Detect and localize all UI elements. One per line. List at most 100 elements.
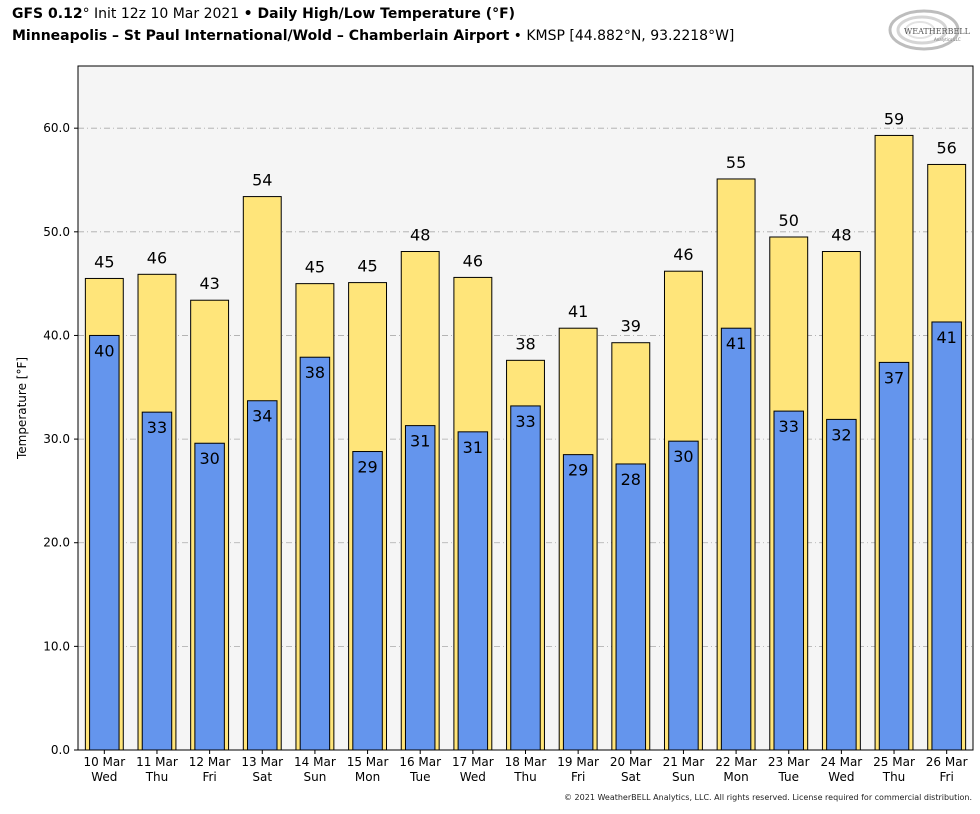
x-tick-weekday-label: Sun	[672, 770, 695, 784]
high-value-label: 41	[568, 302, 588, 321]
x-tick-weekday-label: Sat	[252, 770, 272, 784]
x-tick-weekday-label: Sat	[621, 770, 641, 784]
copyright-notice: © 2021 WeatherBELL Analytics, LLC. All r…	[564, 793, 972, 802]
high-value-label: 39	[621, 317, 641, 336]
plot-frame	[77, 65, 974, 751]
x-tick-date-label: 24 Mar	[821, 755, 863, 769]
y-tick-label: 0.0	[51, 743, 70, 757]
logo-text: WEATHERBELL	[904, 27, 971, 36]
x-tick-date-label: 25 Mar	[873, 755, 915, 769]
product-title: Daily High/Low Temperature (°F)	[252, 6, 516, 22]
low-bar	[352, 451, 383, 751]
low-value-label: 37	[884, 368, 904, 387]
x-tick-date-label: 12 Mar	[189, 755, 231, 769]
low-value-label: 41	[936, 328, 956, 347]
high-value-label: 50	[779, 211, 799, 230]
low-bar	[457, 431, 489, 751]
high-value-label: 38	[515, 334, 535, 353]
low-bar	[615, 463, 647, 751]
x-tick-date-label: 23 Mar	[768, 755, 810, 769]
low-value-label: 29	[568, 461, 588, 480]
model-name: GFS 0.12	[12, 6, 83, 22]
y-axis: 0.0 10.0 20.0 30.0 40.0 50.0 60.0	[43, 121, 78, 757]
low-bar	[826, 418, 857, 751]
high-value-label: 43	[199, 274, 219, 293]
low-value-label: 41	[726, 334, 746, 353]
low-bar	[247, 400, 278, 751]
x-tick-weekday-label: Fri	[202, 770, 216, 784]
low-bar	[89, 334, 120, 751]
x-tick-date-label: 17 Mar	[452, 755, 494, 769]
low-bar	[773, 410, 804, 751]
chart-title-line-1: GFS 0.12° Init 12z 10 Mar 2021 • Daily H…	[12, 6, 515, 22]
low-bar	[299, 356, 331, 751]
x-tick-date-label: 20 Mar	[610, 755, 652, 769]
x-tick-weekday-label: Tue	[409, 770, 431, 784]
high-value-label: 45	[357, 257, 377, 276]
high-value-label: 48	[410, 226, 430, 245]
x-tick-date-label: 18 Mar	[505, 755, 547, 769]
y-tick-label: 20.0	[43, 536, 70, 550]
low-value-label: 33	[147, 418, 167, 437]
high-value-label: 48	[831, 226, 851, 245]
low-value-label: 33	[779, 417, 799, 436]
y-tick-label: 10.0	[43, 639, 70, 653]
low-bar	[141, 411, 173, 751]
y-axis-label: Temperature [°F]	[15, 357, 29, 460]
x-tick-date-label: 13 Mar	[241, 755, 283, 769]
low-bar	[878, 361, 910, 751]
bars: 45 40 46 33 43 30 54 34 45 38 45 29 48 31 46 31 38 33 41 29…	[84, 109, 967, 751]
low-bar	[720, 327, 752, 751]
high-value-label: 45	[305, 258, 325, 277]
x-tick-weekday-label: Wed	[91, 770, 117, 784]
x-tick-weekday-label: Wed	[828, 770, 854, 784]
x-tick-date-label: 16 Mar	[399, 755, 441, 769]
chart-title-line-2: Minneapolis – St Paul International/Wold…	[12, 28, 734, 44]
low-value-label: 33	[515, 412, 535, 431]
high-value-label: 45	[94, 252, 114, 271]
y-tick-label: 30.0	[43, 432, 70, 446]
init-time: Init 12z 10 Mar 2021	[89, 6, 244, 22]
low-bar	[931, 321, 962, 751]
low-bar	[194, 442, 225, 751]
x-tick-weekday-label: Mon	[723, 770, 748, 784]
low-bar	[510, 405, 541, 751]
y-tick-label: 40.0	[43, 328, 70, 342]
x-tick-date-label: 10 Mar	[83, 755, 125, 769]
high-value-label: 59	[884, 109, 904, 128]
x-tick-weekday-label: Mon	[355, 770, 380, 784]
swirl-logo-icon	[888, 9, 960, 51]
x-tick-weekday-label: Sun	[303, 770, 326, 784]
high-value-label: 56	[936, 138, 956, 157]
bullet-separator-2: •	[509, 28, 527, 44]
high-value-label: 55	[726, 153, 746, 172]
bullet-separator: •	[243, 6, 253, 22]
x-tick-date-label: 26 Mar	[926, 755, 968, 769]
low-value-label: 29	[357, 458, 377, 477]
high-value-label: 54	[252, 171, 272, 190]
low-value-label: 31	[463, 438, 483, 457]
x-tick-weekday-label: Tue	[777, 770, 799, 784]
low-bar	[562, 454, 594, 751]
station-name: Minneapolis – St Paul International/Wold…	[12, 28, 510, 44]
weatherbell-logo: WEATHERBELL Analytics LLC	[888, 9, 971, 51]
high-value-label: 46	[673, 245, 693, 264]
y-tick-label: 50.0	[43, 225, 70, 239]
x-tick-date-label: 21 Mar	[663, 755, 705, 769]
high-value-label: 46	[147, 248, 167, 267]
x-tick-weekday-label: Thu	[882, 770, 906, 784]
x-tick-date-label: 19 Mar	[557, 755, 599, 769]
x-tick-date-label: 22 Mar	[715, 755, 757, 769]
low-value-label: 32	[831, 425, 851, 444]
low-value-label: 38	[305, 363, 325, 382]
x-tick-weekday-label: Thu	[145, 770, 169, 784]
x-tick-date-label: 15 Mar	[347, 755, 389, 769]
low-value-label: 40	[94, 341, 114, 360]
x-tick-date-label: 11 Mar	[136, 755, 178, 769]
x-tick-weekday-label: Fri	[940, 770, 954, 784]
low-bar	[668, 440, 699, 751]
low-value-label: 30	[673, 447, 693, 466]
low-value-label: 28	[621, 470, 641, 489]
